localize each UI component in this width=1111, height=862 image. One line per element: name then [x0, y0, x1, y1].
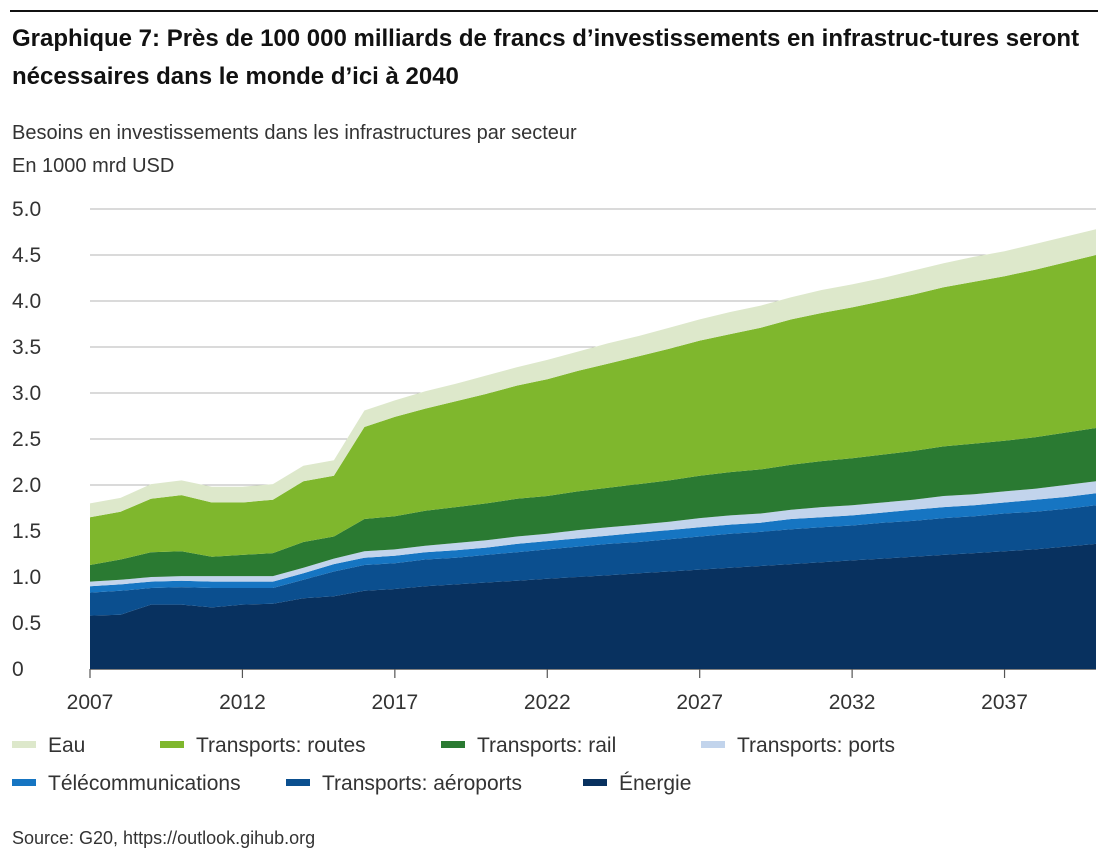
chart-subtitle: Besoins en investissements dans les infr… [12, 122, 577, 144]
legend-label: Transports: routes [196, 734, 366, 757]
y-tick-label: 4.0 [12, 290, 41, 313]
title-rule [10, 10, 1098, 12]
x-tick-label: 2032 [829, 691, 876, 714]
y-tick-label: 0.5 [12, 612, 41, 635]
source-note: Source: G20, https://outlook.gihub.org [12, 828, 316, 848]
area-transports-rail [90, 428, 1096, 582]
legend-label: Transports: aéroports [322, 772, 522, 795]
y-tick-label: 4.5 [12, 244, 41, 267]
legend-swatch [441, 740, 465, 748]
legend-item: Transports: rail [441, 734, 616, 758]
x-tick-label: 2012 [219, 691, 266, 714]
legend-label: Eau [48, 734, 86, 757]
area-transports-ports [90, 481, 1096, 587]
y-axis-ticks: 0 0.5 1.0 1.5 2.0 2.5 3.0 3.5 4.0 4.5 5.0 [12, 198, 41, 681]
legend-swatch [583, 778, 607, 786]
legend-item: Télécommunications [12, 772, 241, 796]
y-tick-label: 2.0 [12, 474, 41, 497]
legend-item: Transports: routes [160, 734, 366, 758]
legend-item: Eau [12, 734, 85, 758]
y-axis-unit: En 1000 mrd USD [12, 155, 175, 177]
chart-title: Graphique 7: Près de 100 000 milliards d… [12, 25, 1080, 90]
area-transports-a-roports [90, 505, 1096, 616]
legend-item: Transports: aéroports [286, 772, 522, 796]
area-series [90, 229, 1096, 669]
x-tick-label: 2007 [67, 691, 114, 714]
legend-item: Transports: ports [701, 734, 895, 758]
stacked-area-chart: 0 0.5 1.0 1.5 2.0 2.5 3.0 3.5 4.0 4.5 5.0 2007 2012… [12, 198, 1096, 714]
area-eau [90, 229, 1096, 518]
y-tick-label: 1.0 [12, 566, 41, 589]
legend-label: Transports: rail [477, 734, 617, 757]
x-tick-label: 2017 [371, 691, 418, 714]
area-nergie [90, 543, 1096, 669]
legend-label: Énergie [619, 772, 692, 795]
legend-swatch [701, 740, 725, 748]
y-tick-label: 3.5 [12, 336, 41, 359]
y-tick-label: 3.0 [12, 382, 41, 405]
legend-item: Énergie [583, 772, 691, 796]
y-tick-label: 2.5 [12, 428, 41, 451]
legend-label: Transports: ports [737, 734, 895, 757]
x-tick-label: 2027 [676, 691, 723, 714]
y-tick-label: 1.5 [12, 520, 41, 543]
x-axis-ticks: 2007 2012 2017 2022 2027 2032 2037 [67, 669, 1028, 714]
y-tick-label: 5.0 [12, 198, 41, 221]
legend-swatch [160, 740, 184, 748]
legend-swatch [12, 778, 36, 786]
y-tick-label: 0 [12, 658, 24, 681]
legend-swatch [12, 740, 36, 748]
legend-swatch [286, 778, 310, 786]
x-tick-label: 2037 [981, 691, 1028, 714]
legend-label: Télécommunications [48, 772, 241, 795]
area-transports-routes [90, 255, 1096, 565]
x-tick-label: 2022 [524, 691, 571, 714]
area-t-l-communications [90, 493, 1096, 593]
